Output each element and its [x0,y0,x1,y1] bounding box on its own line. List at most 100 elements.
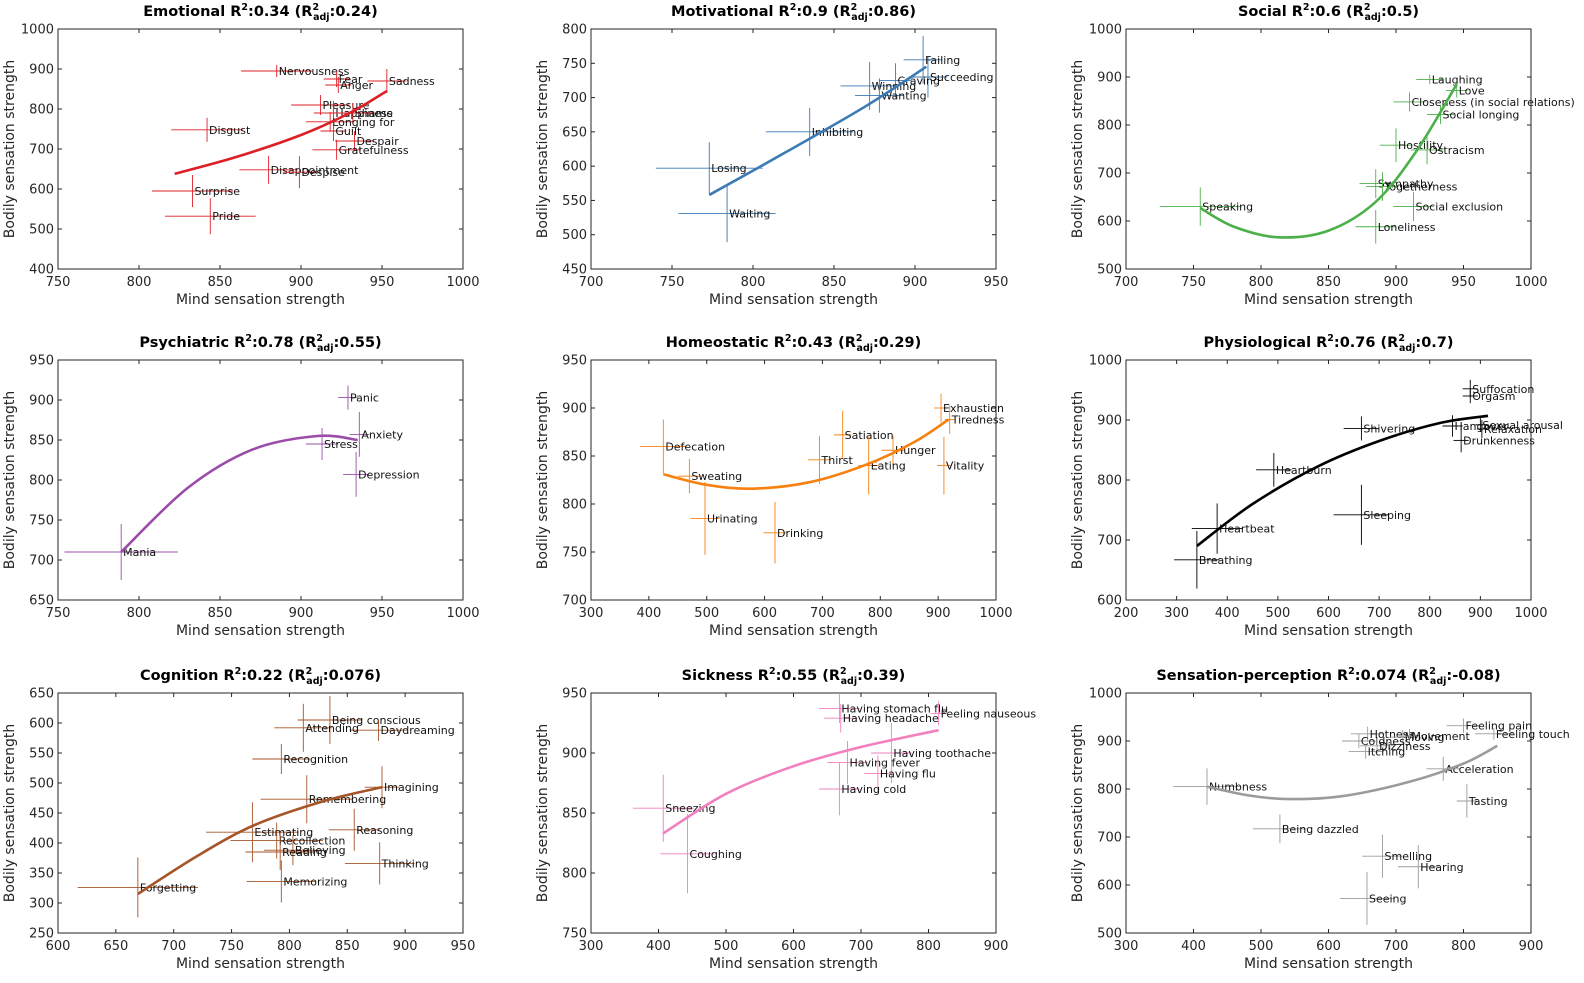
point-label: Gratefulness [339,144,409,157]
x-tick-label: 750 [1181,275,1206,290]
y-tick-label: 500 [29,777,54,792]
data-point: Smelling [1362,834,1433,878]
x-tick-label: 500 [714,939,739,954]
chart-panel-cognition: 600 650 700 750 800 850 900 950 250 300 350 400 450 5… [2,666,475,972]
data-point: Memorizing [246,860,347,903]
y-tick-label: 600 [29,717,54,732]
point-label: Feeling nauseous [941,707,1037,720]
y-tick-label: 600 [1097,215,1122,230]
data-point: Drinking [763,502,823,564]
data-point: Seeing [1339,872,1407,925]
data-point: Believing [263,835,346,866]
data-point: Closeness (in social relations) [1393,92,1575,112]
data-point: Breathing [1174,531,1253,589]
point-label: Surprise [194,185,240,198]
data-point: Thinking [344,842,429,885]
x-tick-label: 600 [1316,606,1341,621]
x-tick-label: 600 [752,606,777,621]
y-tick-label: 350 [29,867,54,882]
data-point: Sneezing [632,774,716,842]
fit-curve [1206,744,1498,801]
chart-panel-psychiatric: 750 800 850 900 950 1000 650 700 750 800 850 900 950… [2,333,480,639]
point-label: Attending [305,722,359,735]
axes-box [590,359,997,601]
x-tick-label: 950 [1451,275,1476,290]
point-label: Speaking [1202,201,1253,214]
x-tick-label: 800 [916,939,941,954]
point-label: Feeling touch [1496,728,1570,741]
chart-title: Physiological R2:0.76 (R2 adj:0.7) [1203,333,1453,354]
point-label: Smelling [1385,850,1433,863]
data-point: Sleeping [1333,484,1411,545]
y-tick-label: 1000 [21,23,54,38]
x-tick-label: 800 [1417,606,1442,621]
x-tick-label: 850 [1316,275,1341,290]
data-point: Sadness [367,69,435,93]
y-tick-label: 700 [29,554,54,569]
data-point: Feeling nauseous [930,701,1037,726]
y-tick-label: 450 [29,807,54,822]
x-tick-label: 1000 [1514,606,1547,621]
data-point: Reasoning [328,808,413,851]
point-label: Imagining [384,781,439,794]
y-tick-label: 850 [562,807,587,822]
data-point: Guilt [320,121,362,141]
data-point: Stress [305,428,358,460]
x-axis-label: Mind sensation strength [1244,623,1413,639]
point-label: Drunkenness [1463,434,1535,447]
x-tick-label: 850 [208,606,233,621]
data-point: Social longing [1427,104,1519,125]
y-tick-label: 800 [29,474,54,489]
data-point: Attending [274,703,359,752]
y-tick-label: 1000 [1089,23,1122,38]
point-label: Closeness (in social relations) [1412,96,1575,109]
point-label: Tasting [1468,795,1508,808]
data-point: Sympathy [1359,169,1434,198]
data-point: Eating [858,436,906,495]
x-tick-label: 800 [1451,939,1476,954]
data-point: Urinating [690,481,758,555]
x-tick-label: 300 [1114,939,1139,954]
data-point: Losing [655,142,763,195]
data-point: Fear [323,71,363,87]
point-label: Laughing [1432,73,1483,86]
chart-title: Sensation-perception R2:0.074 (R2 adj:-0.… [1156,666,1500,687]
fit-curve [174,89,388,176]
x-tick-label: 950 [370,606,395,621]
x-tick-label: 800 [741,275,766,290]
point-label: Ostracism [1429,144,1485,157]
point-label: Reading [282,846,327,859]
data-point: Feeling pain [1446,718,1532,733]
point-label: Shivering [1363,422,1415,435]
data-point: Nervousness [241,65,350,78]
y-tick-label: 600 [29,183,54,198]
y-axis-label: Bodily sensation strength [535,724,551,902]
x-tick-label: 950 [984,275,1009,290]
y-axis-label: Bodily sensation strength [2,391,18,569]
x-tick-label: 900 [289,606,314,621]
y-tick-label: 700 [562,594,587,609]
x-tick-label: 700 [1367,606,1392,621]
y-tick-label: 800 [1097,119,1122,134]
point-label: Loneliness [1378,221,1436,234]
y-tick-label: 900 [1097,414,1122,429]
y-tick-label: 850 [562,450,587,465]
x-tick-label: 850 [208,275,233,290]
x-axis-label: Mind sensation strength [176,623,345,639]
y-tick-label: 250 [29,927,54,942]
y-tick-label: 700 [1097,167,1122,182]
data-point: Having headache [823,703,939,733]
data-point: Recognition [252,744,348,774]
data-point: Daydreaming [349,719,455,741]
fit-curve [120,434,358,553]
point-label: Depression [358,468,420,481]
chart-title: Cognition R2:0.22 (R2 adj:0.076) [140,666,381,687]
data-point: Drunkenness [1453,428,1535,453]
y-tick-label: 850 [29,434,54,449]
data-point: Shame [333,103,393,123]
x-axis-label: Mind sensation strength [176,956,345,972]
point-label: Fear [339,73,363,86]
x-axis-label: Mind sensation strength [709,623,878,639]
data-point: Sweating [677,458,742,494]
point-label: Hunger [895,444,936,457]
